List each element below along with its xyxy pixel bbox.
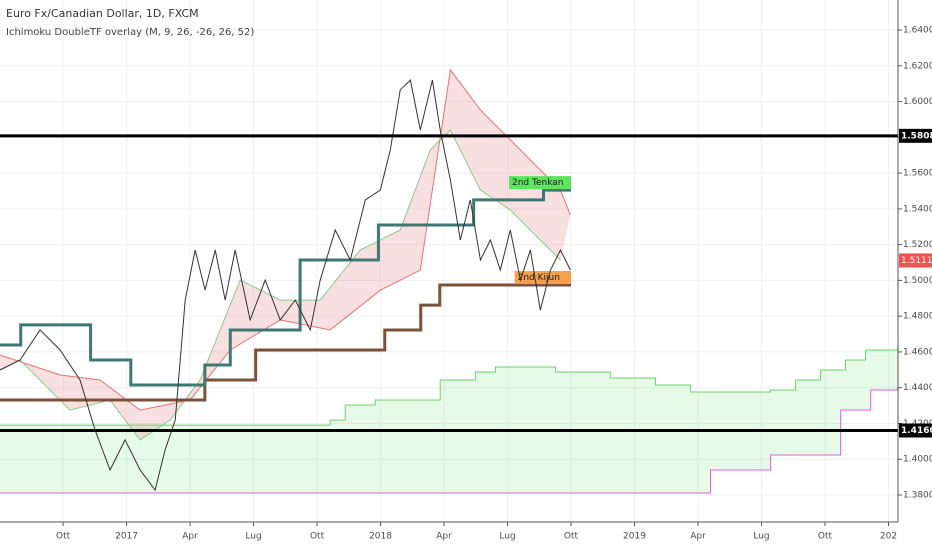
last-price-bg <box>899 253 932 268</box>
axes: 1.380001.400001.420001.440001.460001.480… <box>56 26 932 542</box>
y-tick-label: 1.48000 <box>903 312 932 322</box>
y-tick-label: 1.64000 <box>903 26 932 36</box>
series-line <box>0 346 899 426</box>
y-tick-label: 1.54000 <box>903 204 932 214</box>
x-tick-label: Ott <box>564 532 579 542</box>
y-tick-label: 1.40000 <box>903 455 932 465</box>
x-tick-label: 202 <box>880 532 897 542</box>
level-label-bg <box>899 423 932 438</box>
level-label: 1.41608 <box>901 426 932 436</box>
level-label-bg <box>899 128 932 143</box>
y-tick-label: 1.60000 <box>903 97 932 107</box>
series-line <box>0 79 571 492</box>
cloud-fill <box>0 69 571 440</box>
price-axis-bg <box>898 0 932 550</box>
series-label: 2nd Tenkan <box>512 178 564 188</box>
x-tick-label: 2018 <box>369 532 392 542</box>
series-label-bg <box>509 176 572 190</box>
y-tick-label: 1.62000 <box>903 61 932 71</box>
chart-subtitle: Ichimoku DoubleTF overlay (M, 9, 26, -26… <box>6 27 254 38</box>
time-axis-bg <box>0 522 932 550</box>
series-line <box>0 388 899 494</box>
x-tick-label: Lug <box>753 532 769 542</box>
last-price-label: 1.51115 <box>901 256 932 266</box>
plot: 2nd Kijun 2nd Tenkan <box>0 68 899 494</box>
level-label: 1.58084 <box>901 131 932 141</box>
x-tick-label: Ott <box>818 532 833 542</box>
x-tick-label: Apr <box>436 532 452 542</box>
x-tick-label: 2017 <box>115 532 138 542</box>
x-tick-label: 2019 <box>623 532 646 542</box>
x-tick-label: Ott <box>56 532 71 542</box>
x-tick-label: Lug <box>499 532 515 542</box>
y-tick-label: 1.44000 <box>903 383 932 393</box>
chart-title: Euro Fx/Canadian Dollar, 1D, FXCM <box>6 7 199 20</box>
y-tick-label: 1.50000 <box>903 276 932 286</box>
x-tick-label: Lug <box>245 532 261 542</box>
x-tick-label: Ott <box>310 532 325 542</box>
y-tick-label: 1.56000 <box>903 169 932 179</box>
series-label-bg <box>514 271 572 285</box>
x-tick-label: Apr <box>182 532 198 542</box>
x-tick-label: Apr <box>690 532 706 542</box>
series-label: 2nd Kijun <box>518 273 560 283</box>
indicator-line <box>0 188 572 387</box>
y-tick-label: 1.52000 <box>903 240 932 250</box>
y-tick-label: 1.38000 <box>903 490 932 500</box>
y-tick-label: 1.46000 <box>903 347 932 357</box>
cloud-fill <box>0 346 898 494</box>
